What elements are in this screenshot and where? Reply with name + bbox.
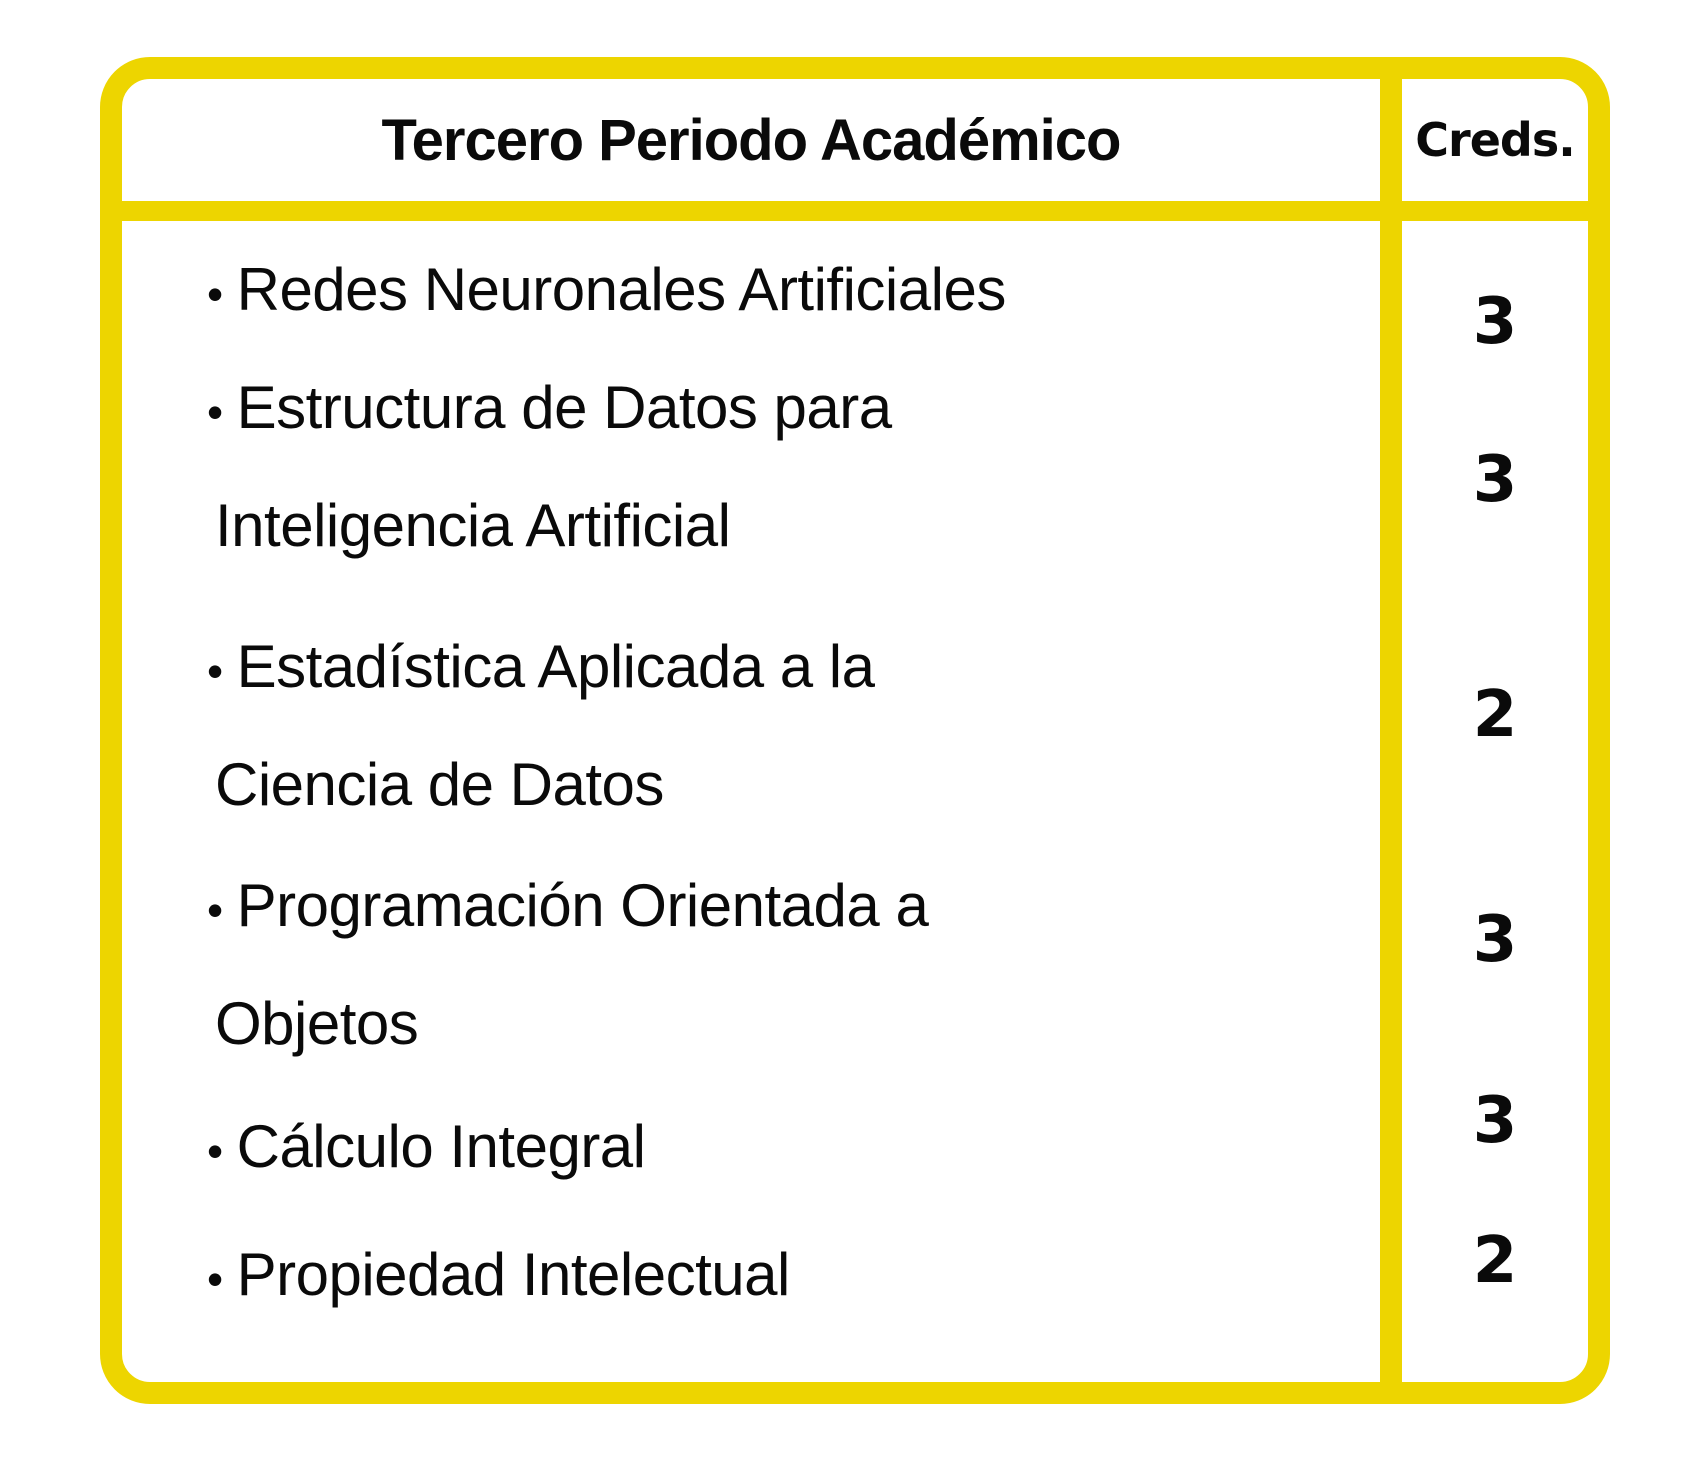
course-name-cell: • Propiedad Intelectual [122, 1218, 1380, 1336]
credit-value: 3 [1472, 285, 1518, 359]
course-text: Programación Orientada a [236, 872, 929, 939]
course-text-line: • Estructura de Datos para [207, 351, 1380, 469]
credit-value: 2 [1472, 677, 1518, 752]
course-text-line: • Programación Orientada a [207, 849, 1380, 967]
vertical-divider [1380, 79, 1402, 1382]
course-text: Redes Neuronales Artificiales [236, 256, 1007, 323]
course-text: Cálculo Integral [236, 1113, 646, 1180]
bullet-icon: • [207, 884, 223, 936]
credit-value: 3 [1472, 902, 1518, 977]
bullet-icon: • [207, 1125, 223, 1177]
course-row: • Propiedad Intelectual 2 [122, 1218, 1588, 1336]
course-text-line: • Propiedad Intelectual [207, 1218, 1380, 1336]
course-text-line: • Cálculo Integral [207, 1090, 1380, 1208]
course-row: • Cálculo Integral 3 [122, 1084, 1588, 1208]
academic-period-card: Tercero Periodo Académico Creds. • Redes … [100, 57, 1610, 1404]
course-text-line: Objetos [215, 990, 419, 1057]
course-text: Estadística Aplicada a la [236, 633, 875, 700]
credit-value: 2 [1472, 1224, 1518, 1298]
course-name-cell: • Redes Neuronales Artificiales [122, 233, 1380, 351]
course-text-line: • Redes Neuronales Artificiales [207, 233, 1380, 351]
course-row: • Programación Orientada a Objetos 3 [122, 849, 1588, 1080]
course-name-cell: • Cálculo Integral [122, 1090, 1380, 1208]
bullet-icon: • [207, 386, 223, 438]
credit-value: 3 [1472, 1084, 1518, 1158]
credits-column-header: Creds. [1415, 113, 1575, 167]
course-name-cell: • Programación Orientada a Objetos [122, 849, 1380, 1080]
bullet-icon: • [207, 268, 223, 320]
course-text-line: Inteligencia Artificial [215, 492, 731, 559]
course-name-cell: • Estadística Aplicada a la Ciencia de Dat… [122, 610, 1380, 841]
course-row: • Estructura de Datos para Inteligencia Ar… [122, 351, 1588, 582]
course-text-line: Ciencia de Datos [215, 751, 664, 818]
period-title: Tercero Periodo Académico [381, 107, 1122, 173]
bullet-icon: • [207, 1253, 223, 1305]
course-row: • Redes Neuronales Artificiales 3 [122, 233, 1588, 359]
course-name-cell: • Estructura de Datos para Inteligencia Ar… [122, 351, 1380, 582]
course-row: • Estadística Aplicada a la Ciencia de Dat… [122, 610, 1588, 841]
course-text-line: • Estadística Aplicada a la [207, 610, 1380, 728]
course-rows: • Redes Neuronales Artificiales 3 • Estructu… [122, 221, 1588, 1382]
course-text: Estructura de Datos para [236, 374, 893, 441]
credit-value: 3 [1472, 442, 1518, 517]
horizontal-divider [122, 201, 1588, 221]
course-text: Propiedad Intelectual [236, 1241, 791, 1308]
bullet-icon: • [207, 645, 223, 697]
